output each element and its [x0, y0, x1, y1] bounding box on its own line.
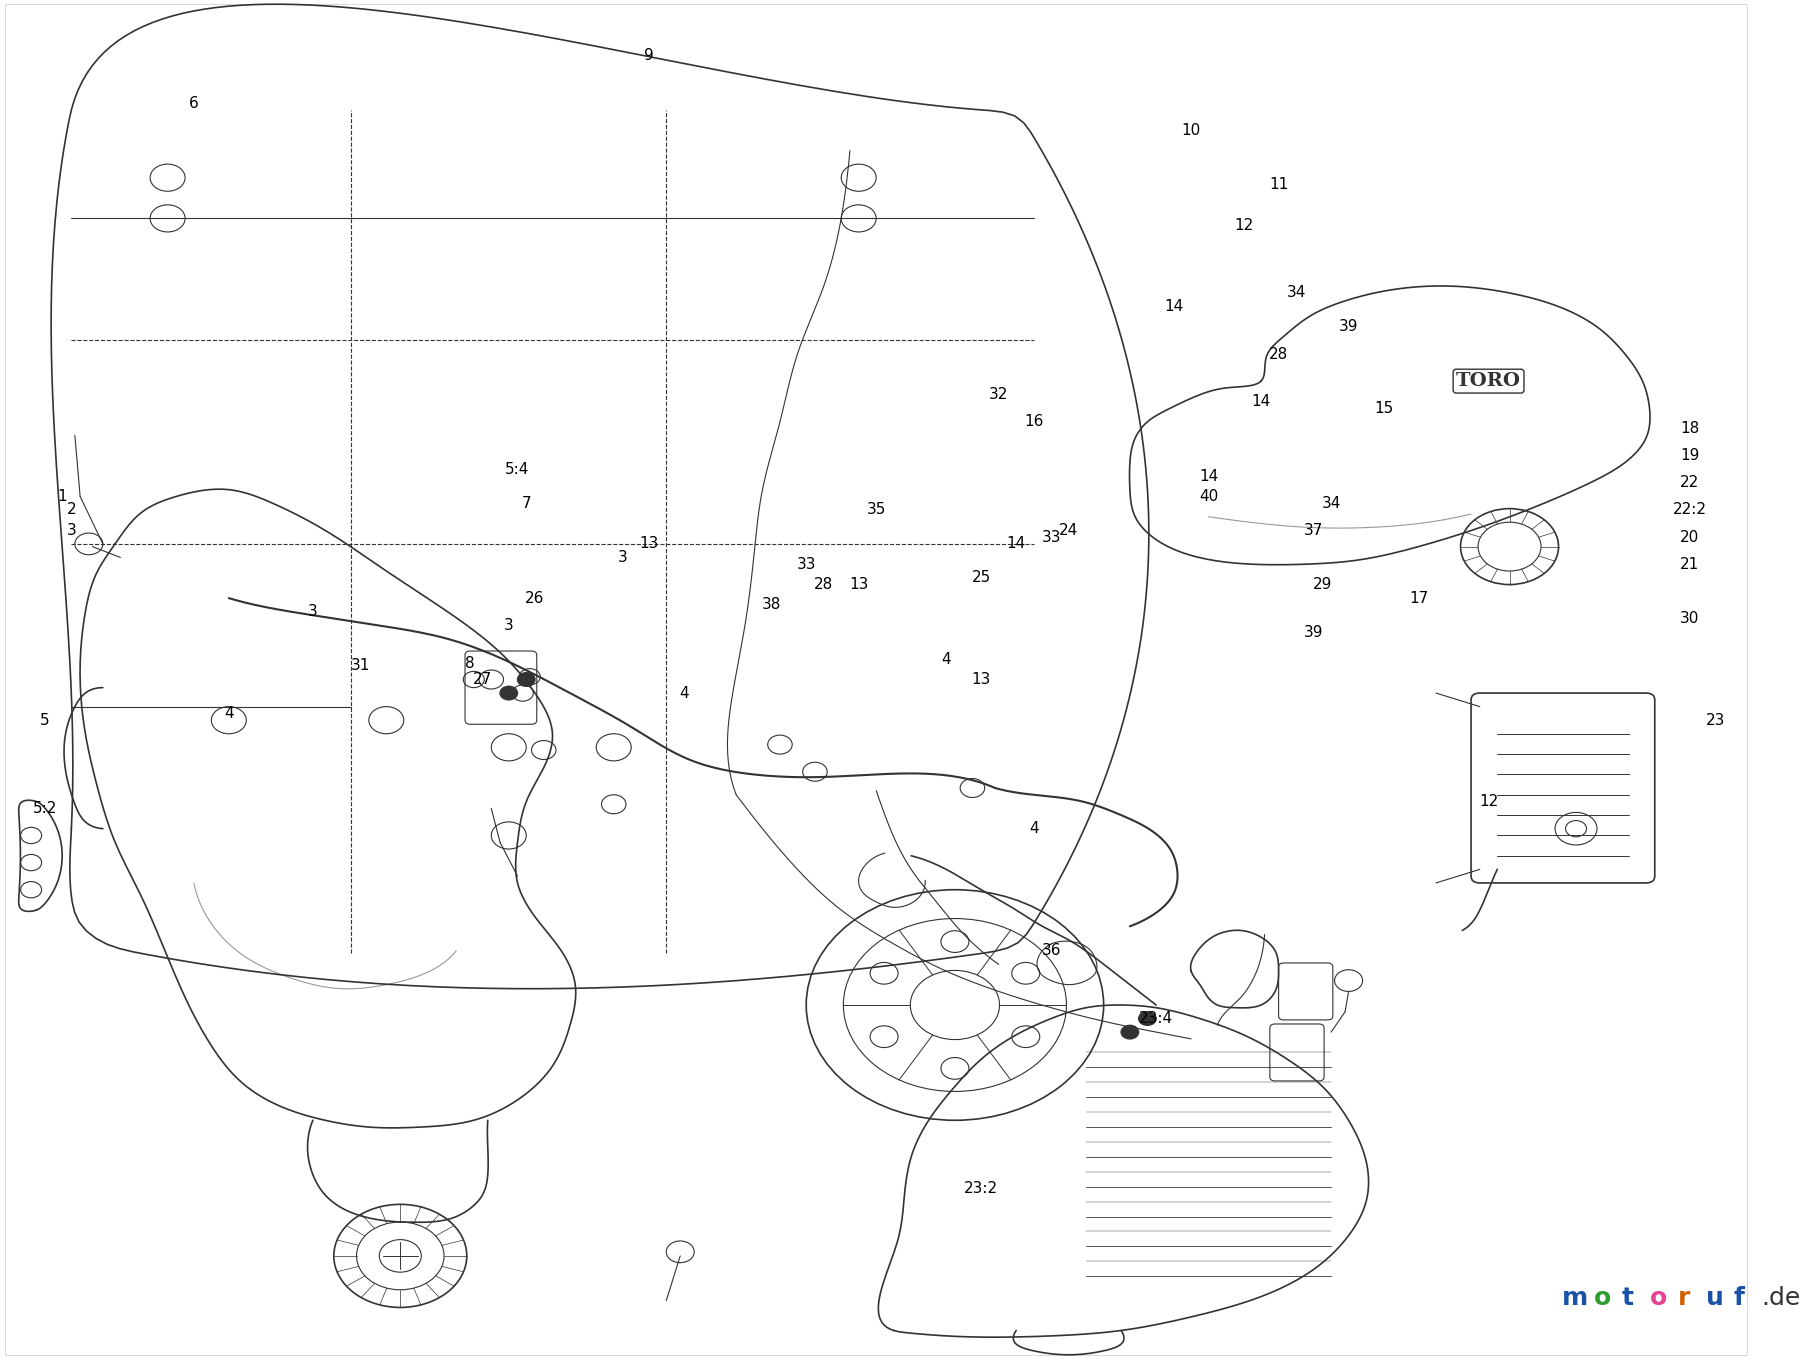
Text: 20: 20: [1679, 530, 1699, 545]
Text: 4: 4: [679, 685, 689, 700]
Text: 4: 4: [223, 705, 234, 720]
Text: 28: 28: [814, 578, 833, 593]
Text: 22: 22: [1679, 476, 1699, 491]
Circle shape: [500, 686, 518, 700]
Text: o: o: [1649, 1286, 1667, 1310]
Text: 33: 33: [796, 557, 815, 572]
Text: 11: 11: [1269, 177, 1289, 192]
Text: u: u: [1706, 1286, 1723, 1310]
Circle shape: [1139, 1011, 1156, 1025]
Text: 15: 15: [1373, 401, 1393, 416]
Text: 23: 23: [1706, 712, 1726, 727]
Text: 26: 26: [526, 591, 545, 606]
Text: 18: 18: [1679, 421, 1699, 436]
Text: 16: 16: [1024, 414, 1044, 429]
Text: 33: 33: [1042, 530, 1060, 545]
Text: 22:2: 22:2: [1672, 503, 1706, 518]
Text: 37: 37: [1303, 523, 1323, 538]
Text: 40: 40: [1199, 489, 1219, 504]
Text: 39: 39: [1303, 625, 1323, 640]
Text: 30: 30: [1679, 612, 1699, 626]
Text: 13: 13: [972, 671, 990, 688]
Text: 17: 17: [1409, 591, 1427, 606]
Text: 38: 38: [761, 598, 781, 613]
Text: 19: 19: [1679, 448, 1699, 463]
Text: 34: 34: [1321, 496, 1341, 511]
Text: 5:2: 5:2: [32, 800, 58, 815]
Text: 24: 24: [1058, 523, 1078, 538]
Text: 39: 39: [1339, 319, 1359, 334]
Circle shape: [1121, 1025, 1139, 1038]
Text: 21: 21: [1679, 557, 1699, 572]
Text: o: o: [1593, 1286, 1611, 1310]
Text: 3: 3: [617, 550, 628, 565]
Text: r: r: [1678, 1286, 1690, 1310]
Text: 2: 2: [67, 503, 76, 518]
Text: 9: 9: [644, 48, 653, 63]
Text: 12: 12: [1480, 794, 1498, 809]
Circle shape: [518, 673, 535, 686]
Text: m: m: [1562, 1286, 1588, 1310]
Text: 8: 8: [466, 656, 475, 671]
Text: 31: 31: [351, 659, 369, 674]
Text: 25: 25: [972, 571, 990, 586]
Text: 7: 7: [522, 496, 531, 511]
Text: 13: 13: [850, 578, 868, 593]
Text: 1: 1: [58, 489, 67, 504]
Text: 3: 3: [504, 618, 513, 633]
Text: 13: 13: [639, 537, 659, 552]
Text: 6: 6: [189, 95, 198, 110]
Text: 14: 14: [1199, 469, 1219, 484]
Text: 29: 29: [1312, 578, 1332, 593]
Text: 3: 3: [67, 523, 76, 538]
Text: 14: 14: [1165, 299, 1183, 314]
Text: 14: 14: [1006, 537, 1026, 552]
Text: TORO: TORO: [1456, 372, 1521, 390]
Text: 12: 12: [1235, 217, 1253, 232]
Text: 5: 5: [40, 712, 50, 727]
Text: t: t: [1622, 1286, 1634, 1310]
Text: 23:4: 23:4: [1139, 1011, 1174, 1026]
Text: 3: 3: [308, 605, 317, 620]
Text: 14: 14: [1251, 394, 1271, 409]
Text: 36: 36: [1042, 943, 1060, 958]
Text: 32: 32: [988, 387, 1008, 402]
Text: 4: 4: [941, 652, 950, 667]
Text: 28: 28: [1269, 347, 1289, 361]
Text: 23:2: 23:2: [965, 1181, 999, 1196]
Text: .de: .de: [1762, 1286, 1800, 1310]
Text: 27: 27: [473, 671, 491, 688]
Text: 10: 10: [1181, 122, 1201, 137]
Text: f: f: [1733, 1286, 1744, 1310]
Text: 5:4: 5:4: [506, 462, 529, 477]
Text: 34: 34: [1287, 285, 1305, 300]
Text: 4: 4: [1030, 821, 1039, 836]
Text: 35: 35: [866, 503, 886, 518]
